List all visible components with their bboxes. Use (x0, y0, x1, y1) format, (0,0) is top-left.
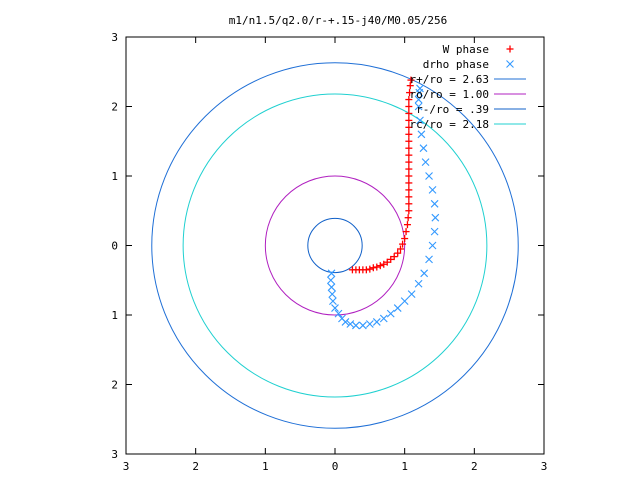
legend-symbol (506, 45, 514, 53)
circle-rro (307, 217, 363, 274)
drho-phase-point (386, 309, 395, 318)
w-phase-point (394, 249, 402, 257)
drho-phase-point (428, 186, 437, 194)
w-phase-point (396, 245, 404, 253)
w-phase-point (401, 235, 409, 243)
circle-roro (264, 175, 406, 316)
drho-phase-point (328, 290, 337, 299)
drho-phase-point (326, 276, 335, 285)
drho-phase-point (327, 283, 336, 292)
drho-phase-point (379, 314, 388, 323)
w-phase-point (405, 165, 413, 173)
x-tick-label: 1 (262, 460, 269, 473)
drho-phase-point (430, 199, 439, 208)
y-tick-label: 0 (111, 240, 118, 253)
x-tick-label: 3 (123, 460, 130, 473)
w-phase-point (404, 214, 412, 222)
w-phase-point (403, 221, 411, 229)
w-phase-point (405, 200, 413, 208)
w-phase-point (406, 89, 414, 97)
w-phase-point (405, 193, 413, 201)
w-phase-point (373, 263, 381, 271)
y-tick-label: 3 (111, 31, 118, 44)
chart-title: m1/n1.5/q2.0/r-+.15-j40/M0.05/256 (229, 14, 448, 27)
legend-label: r+/ro = 2.63 (410, 73, 489, 86)
w-phase-point (390, 253, 398, 261)
w-phase-point (405, 130, 413, 138)
w-phase-point (366, 265, 374, 273)
w-phase-point (406, 82, 414, 90)
drho-phase-point (334, 309, 343, 318)
drho-phase-point (400, 297, 409, 305)
legend-label: ro/ro = 1.00 (410, 88, 489, 101)
w-phase-point (405, 137, 413, 145)
circle-rcro (182, 93, 488, 398)
x-tick-label: 2 (471, 460, 478, 473)
w-phase-point (405, 109, 413, 117)
drho-phase-point (372, 318, 381, 326)
drho-phase-point (420, 269, 429, 278)
w-phase-point (405, 207, 413, 215)
data-points (326, 76, 440, 330)
x-tick-label: 0 (332, 460, 339, 473)
y-tick-label: 1 (111, 170, 118, 183)
w-phase-point (405, 116, 413, 124)
y-tick-label: 1 (111, 309, 118, 322)
drho-phase-point (414, 95, 423, 104)
reference-circles (151, 62, 519, 429)
legend-symbol (506, 60, 514, 68)
w-phase-point (405, 179, 413, 187)
drho-phase-point (414, 102, 423, 111)
w-phase-point (369, 264, 377, 272)
drho-phase-point (431, 213, 440, 222)
x-tick-label: 3 (541, 460, 548, 473)
drho-phase-point (414, 279, 423, 288)
w-phase-point (405, 186, 413, 194)
drho-phase-point (331, 304, 339, 312)
w-phase-point (407, 76, 415, 84)
x-tick-label: 2 (192, 460, 199, 473)
drho-phase-point (416, 116, 424, 125)
drho-phase-point (393, 304, 402, 312)
circle-rro (151, 62, 519, 429)
drho-phase-point (425, 255, 433, 264)
drho-phase-point (421, 158, 430, 166)
w-phase-point (405, 96, 413, 104)
legend-label: W phase (443, 43, 489, 56)
w-phase-point (402, 228, 410, 236)
drho-phase-point (358, 321, 367, 330)
w-phase-point (362, 266, 370, 274)
drho-phase-point (327, 269, 336, 278)
w-phase-point (405, 151, 413, 159)
w-phase-point (405, 158, 413, 166)
w-phase-point (405, 123, 413, 131)
drho-phase-point (417, 130, 426, 139)
w-phase-point (405, 172, 413, 180)
legend: W phase drho phase r+/ro = 2.63 ro/ro = 1.0… (410, 43, 526, 131)
w-phase-point (399, 240, 407, 248)
drho-phase-point (365, 320, 374, 328)
y-tick-label: 3 (111, 448, 118, 461)
drho-phase-point (425, 172, 433, 180)
drho-phase-point (419, 144, 428, 153)
x-tick-label: 1 (401, 460, 408, 473)
w-phase-point (405, 103, 413, 110)
y-tick-label: 2 (111, 101, 118, 114)
drho-phase-point (430, 227, 439, 236)
legend-label: r-/ro = .39 (416, 103, 489, 116)
w-phase-point (405, 144, 413, 152)
legend-label: rc/ro = 2.18 (410, 118, 489, 131)
drho-phase-point (352, 321, 360, 330)
drho-phase-point (407, 290, 416, 299)
drho-phase-point (416, 84, 424, 93)
drho-phase-point (428, 241, 437, 250)
drho-phase-point (329, 297, 337, 305)
w-phase-point (376, 262, 384, 270)
legend-label: drho phase (423, 58, 489, 71)
drho-phase-point (341, 318, 350, 326)
y-tick-label: 2 (111, 379, 118, 392)
